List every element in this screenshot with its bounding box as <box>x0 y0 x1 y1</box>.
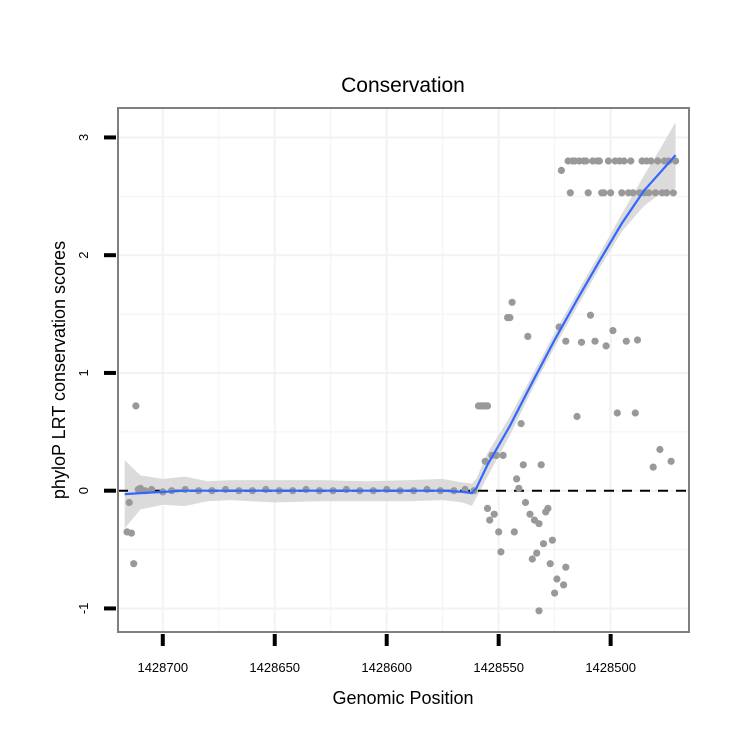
data-point <box>577 338 586 346</box>
data-point <box>553 575 561 583</box>
data-point <box>535 607 543 615</box>
data-point <box>495 528 503 536</box>
confidence-band <box>124 122 676 529</box>
data-point <box>602 342 610 350</box>
data-point <box>519 461 527 469</box>
y-tick-label: 1 <box>76 369 91 376</box>
data-point <box>132 402 140 410</box>
smooth-fit-line <box>124 154 677 496</box>
data-point <box>560 581 568 589</box>
data-point <box>533 549 541 557</box>
smooth-line-group <box>124 154 677 496</box>
data-point <box>490 510 498 518</box>
data-point <box>526 510 534 518</box>
data-point <box>663 189 671 197</box>
y-tick-label: -1 <box>76 603 91 615</box>
data-point <box>499 451 507 459</box>
data-point <box>562 563 570 571</box>
data-point <box>584 189 592 197</box>
y-tick-label: 0 <box>76 487 91 494</box>
data-point <box>647 157 655 165</box>
data-point <box>508 298 516 306</box>
data-points-group <box>123 157 680 615</box>
data-point <box>566 189 574 197</box>
data-point <box>622 337 630 345</box>
data-point <box>130 560 138 568</box>
data-point <box>125 498 133 507</box>
data-point <box>539 540 548 548</box>
data-point <box>524 332 532 340</box>
x-axis-title: Genomic Position <box>332 688 473 708</box>
data-point <box>649 463 657 471</box>
data-point <box>537 461 545 469</box>
data-point <box>483 504 492 512</box>
data-point <box>535 520 543 528</box>
data-point <box>651 189 660 197</box>
data-point <box>633 336 642 344</box>
y-axis-title: phyloP LRT conservation scores <box>49 241 69 499</box>
data-point <box>613 409 621 417</box>
data-point <box>342 485 350 494</box>
data-point <box>669 189 677 197</box>
data-point <box>127 529 135 537</box>
x-axis: 1428700 1428650 1428600 1428550 1428500 <box>137 634 636 675</box>
data-point <box>515 484 523 492</box>
y-tick-label: 3 <box>76 134 91 141</box>
data-point <box>591 337 599 345</box>
x-tick-label: 1428700 <box>137 660 188 675</box>
data-point <box>383 485 391 494</box>
data-point <box>582 157 590 165</box>
data-point <box>600 189 608 197</box>
grid-lines <box>118 108 689 632</box>
panel-border <box>117 107 690 633</box>
data-point <box>656 445 664 454</box>
data-point <box>627 157 635 165</box>
data-point <box>510 528 518 536</box>
confidence-band-group <box>124 122 676 529</box>
data-point <box>506 314 514 322</box>
data-point <box>573 412 581 421</box>
data-point <box>618 189 626 197</box>
x-tick-label: 1428550 <box>473 660 524 675</box>
x-tick-label: 1428500 <box>585 660 636 675</box>
data-point <box>672 157 680 165</box>
data-point <box>586 311 595 319</box>
data-point <box>562 337 570 345</box>
x-tick-label: 1428650 <box>249 660 300 675</box>
data-point <box>521 498 530 507</box>
data-point <box>513 475 521 483</box>
data-point <box>620 157 628 165</box>
data-point <box>302 485 310 494</box>
data-point <box>262 485 270 494</box>
data-point <box>221 485 230 494</box>
data-point <box>604 157 613 165</box>
data-point <box>528 555 536 563</box>
y-axis: -1 0 1 2 3 <box>76 134 116 614</box>
data-point <box>654 157 662 165</box>
data-point <box>631 409 639 417</box>
chart-title: Conservation <box>341 74 465 97</box>
data-point <box>181 485 189 494</box>
data-point <box>595 157 604 165</box>
data-point <box>486 516 494 524</box>
data-point <box>667 457 675 465</box>
data-point <box>607 189 615 197</box>
data-point <box>557 166 566 174</box>
data-point <box>497 548 505 556</box>
data-point <box>483 402 492 410</box>
data-point <box>629 189 637 197</box>
data-point <box>481 457 489 465</box>
data-point <box>548 536 557 544</box>
data-point <box>546 560 554 568</box>
data-point <box>645 189 653 197</box>
data-point <box>551 589 559 597</box>
data-point <box>544 504 552 512</box>
data-point <box>517 420 525 428</box>
data-point <box>423 485 431 494</box>
data-point <box>148 485 156 494</box>
x-tick-label: 1428600 <box>361 660 412 675</box>
y-tick-label: 2 <box>76 252 91 259</box>
data-point <box>609 327 617 335</box>
